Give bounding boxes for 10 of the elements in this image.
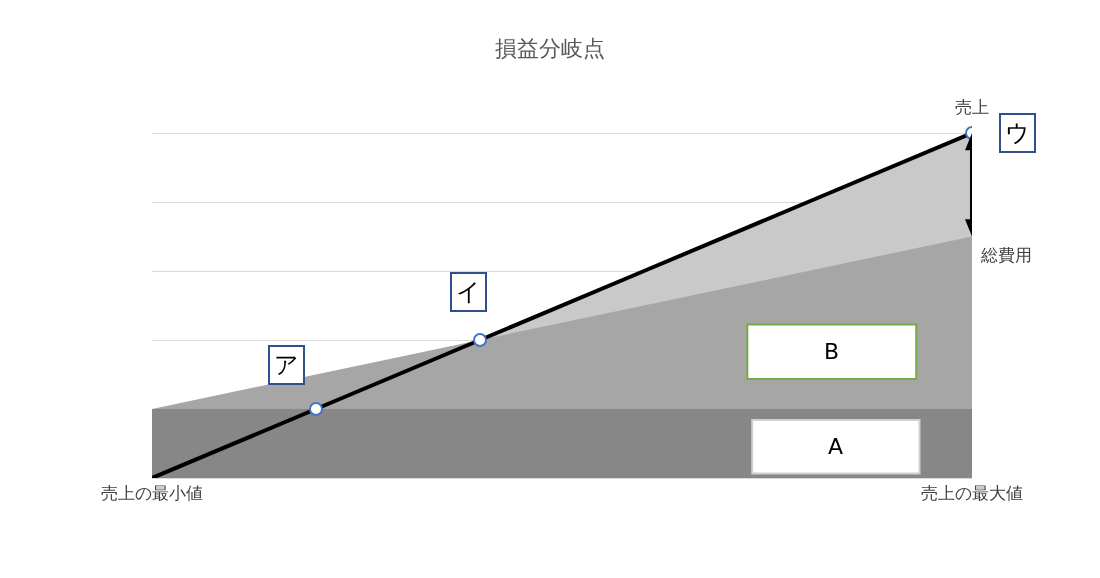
x-tick-label: 売上の最小値 <box>101 483 203 504</box>
annotation: A <box>828 434 844 459</box>
annotation: ア <box>274 351 299 379</box>
annotation: B <box>824 339 840 364</box>
text: ウ <box>1005 119 1030 147</box>
series-label: 総費用 <box>980 245 1032 265</box>
annotation: イ <box>456 278 481 306</box>
x-tick-label: 売上の最大値 <box>921 483 1023 504</box>
series-label: 売上 <box>955 97 989 117</box>
chart-title: 損益分岐点 <box>495 35 605 61</box>
